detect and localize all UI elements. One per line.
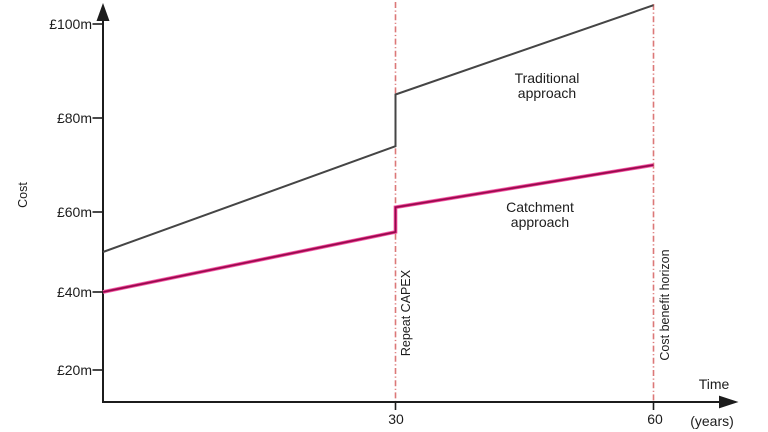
x-axis-title: Time — [698, 376, 730, 392]
traditional-line — [102, 4, 654, 253]
y-tick-label-40: £40m — [56, 284, 92, 300]
x-axis-ticks — [394, 403, 655, 410]
x-axis-arrow-icon — [719, 395, 739, 409]
catchment-line-core — [102, 164, 654, 293]
y-tick-label-80: £80m — [56, 110, 92, 126]
catchment-series-label: Catchment approach — [506, 199, 574, 230]
x-tick-label-30: 30 — [388, 411, 404, 427]
y-axis-arrow-icon — [96, 3, 110, 21]
y-tick-label-20: £20m — [56, 362, 92, 378]
repeat-capex-label: Repeat CAPEX — [399, 269, 413, 357]
y-tick-label-100: £100m — [49, 16, 92, 32]
cost-benefit-horizon-label: Cost benefit horizon — [658, 249, 672, 361]
y-axis-ticks — [92, 23, 102, 371]
x-tick-label-60: 60 — [647, 411, 663, 427]
traditional-series-label: Traditional approach — [514, 70, 580, 101]
y-tick-label-60: £60m — [56, 204, 92, 220]
x-axis-unit: (years) — [690, 413, 734, 429]
